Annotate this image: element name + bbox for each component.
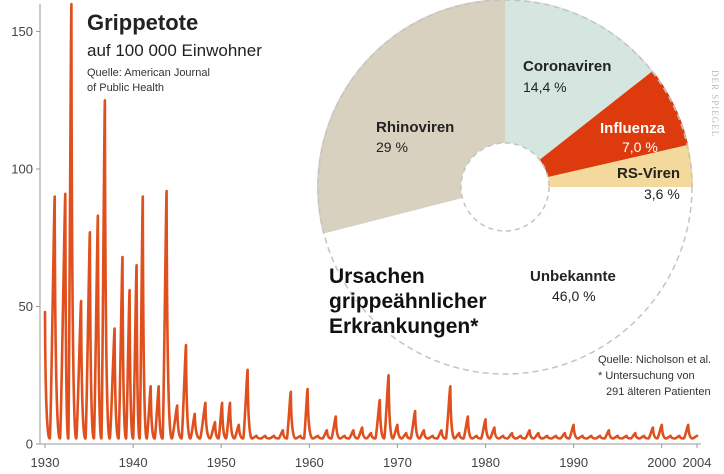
donut-title: Ursachen grippeähnlicher Erkrankungen* xyxy=(329,265,487,338)
line-source-2: of Public Health xyxy=(87,82,164,94)
x-tick-label: 1980 xyxy=(471,455,500,470)
donut-title-line-1: Ursachen xyxy=(329,265,425,288)
donut-slice-influenza xyxy=(505,70,689,187)
label-unbekannte-name: Unbekannte xyxy=(530,268,616,285)
label-influenza-value: 7,0 % xyxy=(622,139,658,155)
label-coronaviren-value: 14,4 % xyxy=(523,79,567,95)
donut-slice-coronaviren xyxy=(505,0,653,187)
donut-source: Quelle: Nicholson et al. * Untersuchung … xyxy=(598,354,711,398)
donut-slice-rhinoviren xyxy=(317,0,505,234)
pie-source-3: 291 älteren Patienten xyxy=(606,386,711,398)
label-rhinoviren-value: 29 % xyxy=(376,139,408,155)
label-coronaviren-name: Coronaviren xyxy=(523,58,611,75)
y-tick-label: 50 xyxy=(19,299,33,314)
line-source-1: Quelle: American Journal xyxy=(87,67,210,79)
label-rsviren-name: RS-Viren xyxy=(617,165,680,182)
x-tick-label: 2000 xyxy=(647,455,676,470)
x-axis: 1930 1940 1950 1960 1970 1980 1990 2000 2004 xyxy=(31,443,712,470)
x-tick-label: 2004 xyxy=(683,455,712,470)
x-tick-label: 1930 xyxy=(31,455,60,470)
line-chart-heading: Grippetote auf 100 000 Einwohner Quelle:… xyxy=(87,10,262,94)
x-tick-label: 1950 xyxy=(207,455,236,470)
mortality-line xyxy=(43,2,699,440)
label-rhinoviren-name: Rhinoviren xyxy=(376,119,454,136)
label-rsviren-value: 3,6 % xyxy=(644,186,680,202)
label-influenza-name: Influenza xyxy=(600,120,666,137)
donut-slice-unbekannte xyxy=(322,187,693,375)
donut-title-line-3: Erkrankungen* xyxy=(329,315,479,338)
pie-source-2: * Untersuchung von xyxy=(598,370,695,382)
donut-slice-rsviren xyxy=(505,144,693,187)
donut-outline xyxy=(317,0,693,375)
y-axis: 0 50 100 150 xyxy=(11,4,41,452)
x-tick-label: 1940 xyxy=(119,455,148,470)
y-tick-label: 0 xyxy=(26,437,33,452)
y-tick-label: 100 xyxy=(11,162,33,177)
watermark: DER SPIEGEL xyxy=(710,70,720,137)
donut-labels: Coronaviren 14,4 % Influenza 7,0 % RS-Vi… xyxy=(376,58,680,304)
donut-title-line-2: grippeähnlicher xyxy=(329,290,487,313)
y-tick-label: 150 xyxy=(11,24,33,39)
x-tick-label: 1970 xyxy=(383,455,412,470)
donut-hole-outline xyxy=(460,142,550,232)
donut-chart xyxy=(317,0,693,375)
label-unbekannte-value: 46,0 % xyxy=(552,288,596,304)
pie-source-1: Quelle: Nicholson et al. xyxy=(598,354,711,366)
x-tick-label: 1990 xyxy=(559,455,588,470)
donut-hole xyxy=(461,143,549,231)
chart-title: Grippetote xyxy=(87,10,198,35)
chart-subtitle: auf 100 000 Einwohner xyxy=(87,41,262,60)
x-tick-label: 1960 xyxy=(295,455,324,470)
